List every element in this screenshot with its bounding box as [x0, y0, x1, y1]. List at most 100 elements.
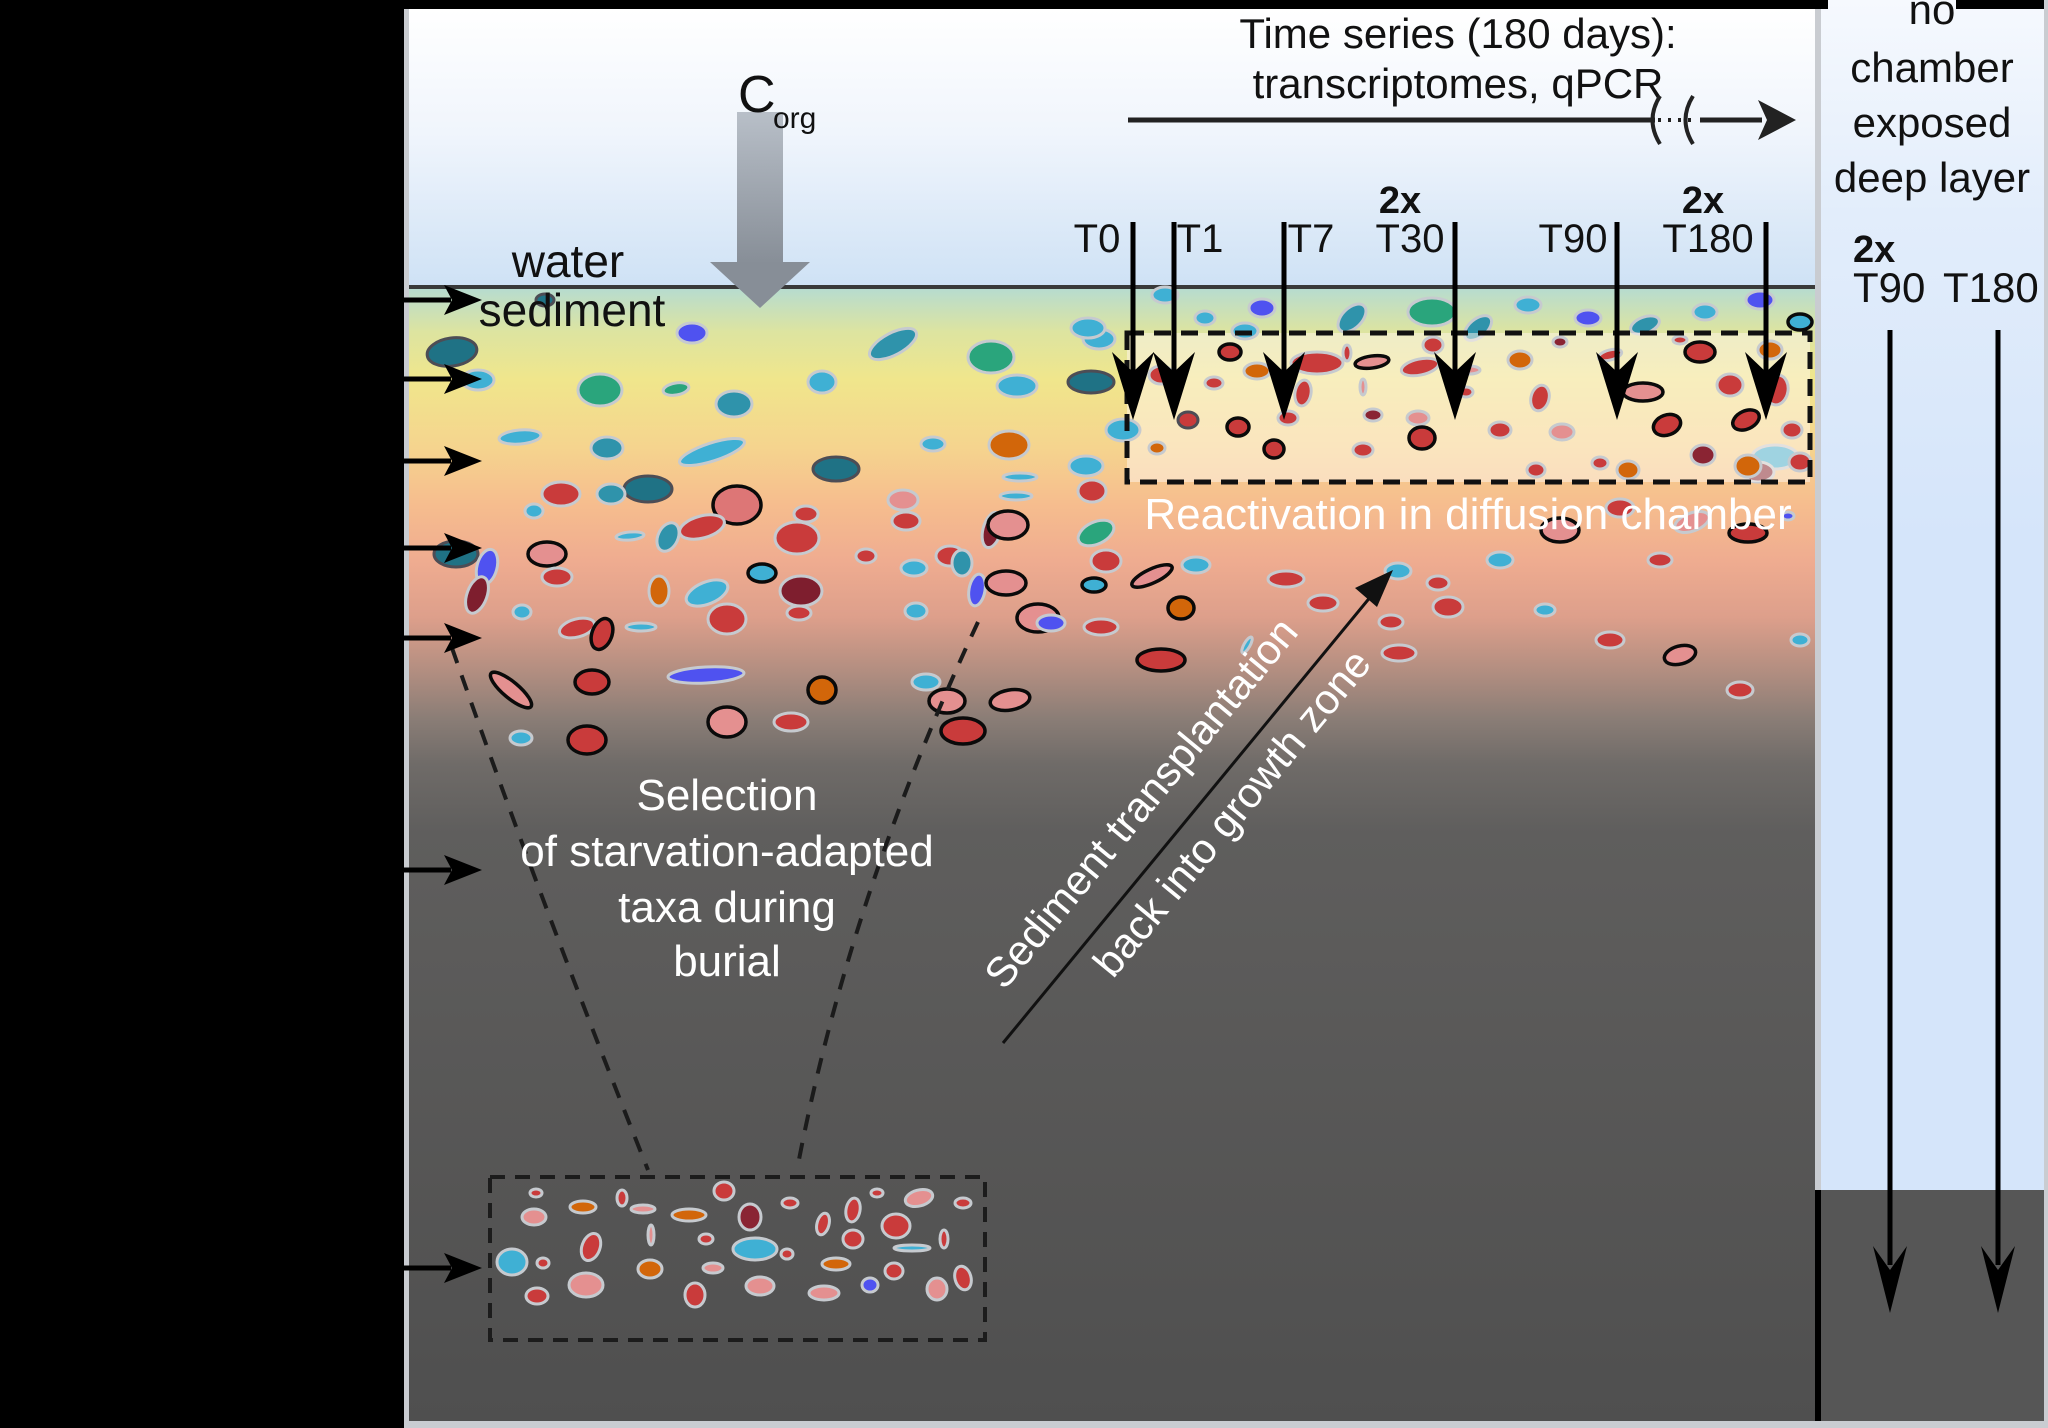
microbe-cell: [1594, 630, 1626, 650]
microbe-cell: [820, 1256, 852, 1272]
microbe-cell: [1203, 375, 1225, 391]
microbe-cell: [1351, 441, 1375, 459]
microbe-cell: [811, 455, 861, 483]
microbe-cell: [540, 566, 574, 588]
microbe-cell: [1539, 516, 1581, 544]
left-arrow: [403, 855, 482, 885]
top-border-strip-right: [1956, 0, 2044, 9]
microbe-cell: [869, 1187, 885, 1199]
microbe-cell: [1176, 410, 1200, 430]
selection-funnel-left-line: [450, 647, 650, 1171]
microbe-cell: [927, 687, 967, 715]
water-zone: [409, 9, 1815, 285]
microbe-cell: [1789, 632, 1811, 648]
microbe-cell: [1725, 680, 1755, 700]
transplantation-arrowhead-icon: [1355, 570, 1393, 607]
microbe-cell: [867, 326, 919, 362]
microbe-cell: [1529, 383, 1551, 413]
corg-flux-arrow: [710, 112, 810, 308]
microbe-cell: [1513, 295, 1543, 315]
microbe-cell: [886, 488, 920, 512]
microbe-cell: [712, 1180, 736, 1202]
microbe-cell: [714, 389, 754, 419]
microbe-cell: [1551, 335, 1569, 349]
microbe-cell: [567, 1271, 605, 1299]
microbe-cell: [1082, 617, 1120, 637]
microbe-cell: [1035, 613, 1067, 633]
microbe-cell: [1407, 425, 1437, 451]
microbe-cell: [1336, 302, 1368, 334]
exposure-arrow-t180: [1981, 330, 2015, 1313]
microbe-cell: [806, 675, 838, 705]
microbe-cell: [841, 1228, 865, 1250]
microbe-cell: [595, 482, 627, 506]
microbe-cell: [701, 1261, 725, 1275]
top-border-strip-left: [408, 0, 1828, 9]
microbe-cell: [675, 321, 709, 345]
microbe-cell: [899, 558, 929, 578]
microbe-cell: [815, 1211, 831, 1237]
timepoint-t90: T90: [1539, 217, 1608, 261]
microbe-cell: [646, 1223, 656, 1247]
water-label: water: [511, 235, 624, 287]
left-arrow: [403, 533, 482, 563]
microbe-cell: [938, 1228, 950, 1250]
sampling-arrow-t180: [1745, 222, 1787, 420]
microbe-cell: [731, 1236, 779, 1262]
microbe-cell: [903, 1187, 935, 1209]
chamber-caption: Reactivation in diffusion chamber: [1144, 490, 1791, 539]
corg-subscript: org: [773, 102, 816, 135]
microbe-cell: [647, 574, 671, 608]
microbe-cell: [684, 578, 730, 608]
microbe-cell: [746, 562, 778, 584]
microbe-cell: [1731, 408, 1761, 432]
microbe-cell: [780, 1196, 800, 1210]
microbe-cell: [511, 603, 533, 621]
microbe-cell: [1242, 361, 1272, 381]
microbe-cell: [779, 1247, 795, 1261]
exposure-arrow-t90: [1873, 330, 1907, 1313]
microbe-cell: [624, 621, 658, 633]
microbe-cell: [534, 292, 556, 308]
right-panel-t90: T90: [1853, 264, 1925, 311]
sampling-arrow-t0: [1112, 222, 1154, 420]
left-arrow: [403, 285, 482, 315]
water-sediment-interface-line: [409, 285, 1815, 289]
microbe-cell: [966, 339, 1016, 375]
microbe-cell: [883, 1261, 905, 1281]
microbe-cell: [967, 572, 987, 608]
microbe-cell: [1353, 353, 1391, 371]
microbe-cell: [1383, 561, 1413, 581]
sampling-arrow-t7: [1263, 222, 1305, 420]
microbe-cell: [1421, 335, 1445, 355]
microbe-cell: [953, 1264, 973, 1292]
microbe-cell: [1651, 412, 1683, 438]
microbe-cell: [425, 336, 479, 368]
left-arrow: [403, 1253, 482, 1283]
microbe-cell: [1276, 409, 1300, 427]
microbe-cell: [744, 1275, 776, 1297]
right-panel-caption: no chamber exposed deep layer: [1834, 0, 2030, 201]
microbe-cell: [1406, 296, 1458, 328]
microbe-cell: [1533, 602, 1557, 618]
selection-line1: Selection: [636, 771, 817, 820]
microbe-cell: [1671, 334, 1689, 346]
microbe-cell: [520, 1207, 548, 1227]
microbe-cell: [1266, 569, 1306, 589]
microbe-cell: [778, 574, 824, 608]
sediment-label: sediment: [479, 284, 666, 336]
timeline-break-mark: [1650, 94, 1662, 146]
microbe-cell: [706, 705, 748, 739]
microbe-cell: [614, 530, 646, 542]
microbe-cell: [1621, 381, 1665, 403]
selection-caption: Selection of starvation-adapted taxa dur…: [520, 771, 933, 986]
timepoint-t30-multiplier: 2x: [1379, 180, 1421, 222]
microbe-cell: [1786, 312, 1814, 332]
microbe-cell: [706, 602, 748, 636]
microbe-cell: [636, 1258, 664, 1280]
microbe-cell: [1590, 455, 1610, 471]
microbe-cell: [589, 616, 615, 652]
microbe-cell: [984, 569, 1028, 597]
microbe-cell: [1066, 369, 1116, 395]
microbe-cell: [995, 373, 1039, 399]
